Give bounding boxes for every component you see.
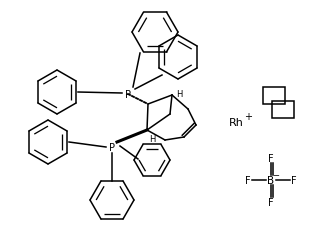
Text: F: F (268, 153, 274, 163)
Text: −: − (272, 171, 280, 180)
Text: H: H (149, 134, 155, 143)
Text: F: F (268, 197, 274, 207)
Text: Rh: Rh (229, 117, 243, 128)
Text: P: P (109, 142, 115, 152)
Text: P: P (125, 90, 131, 100)
Text: +: + (244, 112, 252, 121)
Text: F: F (291, 175, 297, 185)
Text: F: F (245, 175, 251, 185)
Text: B: B (267, 175, 275, 185)
Text: H: H (176, 89, 182, 98)
